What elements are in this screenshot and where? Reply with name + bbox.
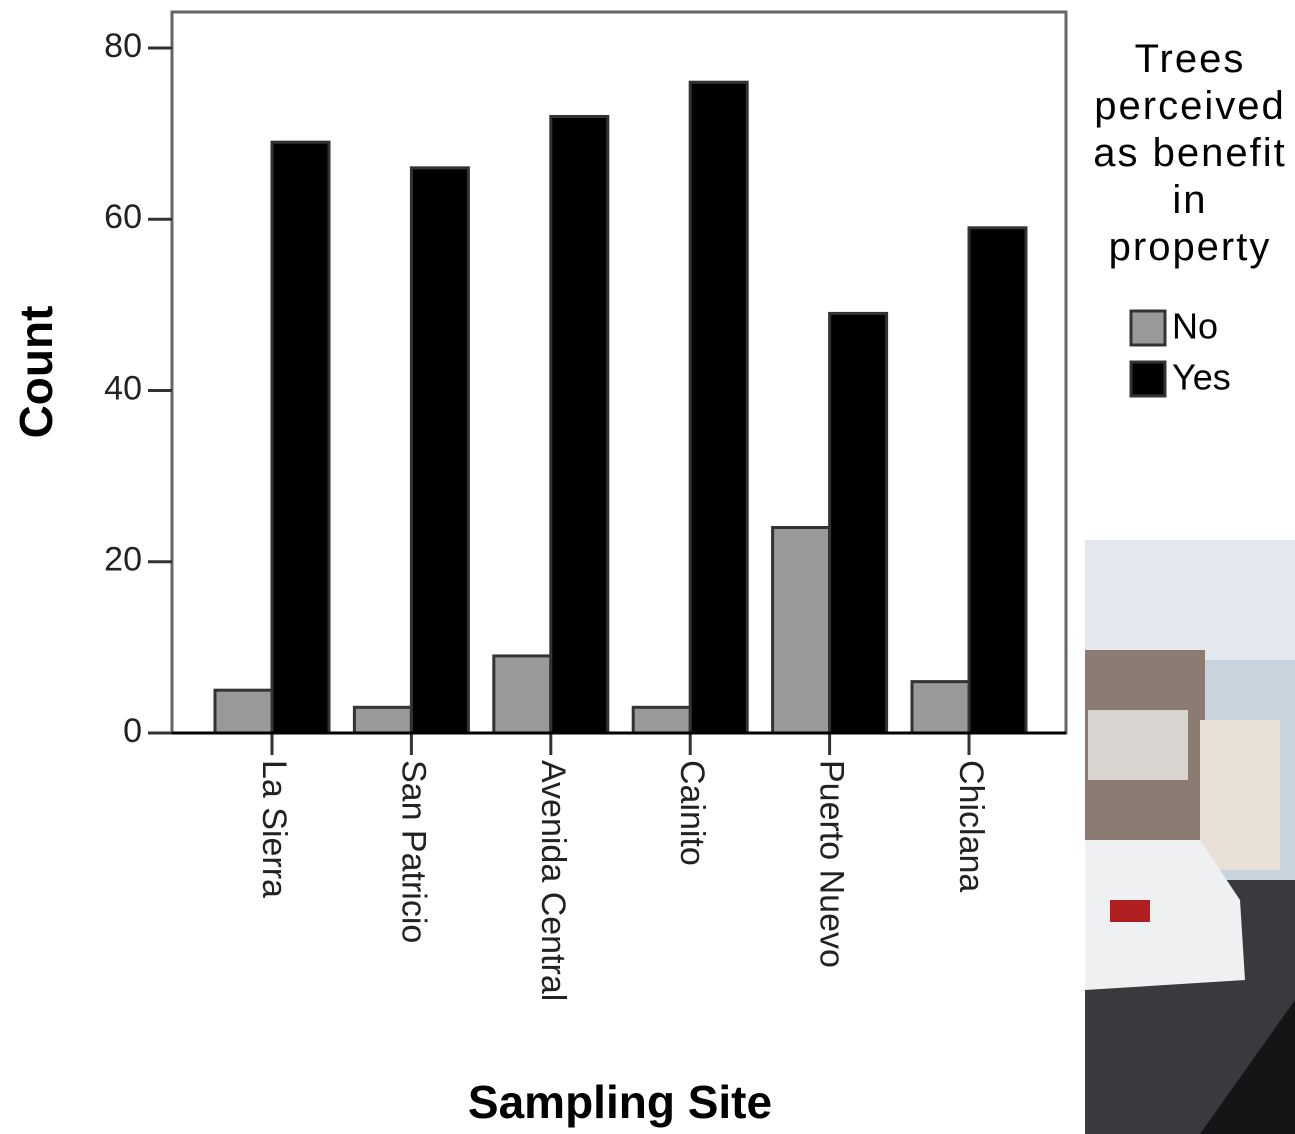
legend-title: Trees perceived as benefit in property [1085, 36, 1295, 271]
bar [354, 707, 411, 733]
y-tick-label: 80 [104, 27, 142, 65]
legend-swatch [1131, 311, 1165, 345]
legend-swatch [1131, 362, 1165, 396]
bar [690, 82, 747, 733]
bar [494, 656, 551, 733]
page: {"chart_data": {"type": "bar", "x_label"… [0, 0, 1295, 1134]
y-axis-title: Count [10, 306, 62, 439]
x-axis-title: Sampling Site [468, 1076, 772, 1128]
bar [215, 690, 272, 733]
bar [773, 527, 830, 733]
x-tick-label: Puerto Nuevo [813, 760, 851, 968]
bar [633, 707, 690, 733]
bar [912, 682, 969, 733]
x-tick-label: Chiclana [952, 760, 990, 892]
photo [1085, 540, 1295, 1134]
bar [272, 142, 329, 733]
x-tick-label: Avenida Central [534, 760, 572, 1001]
legend-label: Yes [1172, 357, 1231, 398]
bar [411, 168, 468, 733]
y-tick-label: 40 [104, 369, 142, 407]
bar [830, 313, 887, 733]
bar [551, 116, 608, 733]
y-tick-label: 0 [123, 712, 142, 750]
legend-label: No [1172, 306, 1218, 347]
y-tick-label: 60 [104, 198, 142, 236]
x-tick-label: La Sierra [255, 760, 293, 898]
x-tick-label: Cainito [673, 760, 711, 866]
x-tick-label: San Patricio [394, 760, 432, 943]
y-tick-label: 20 [104, 541, 142, 579]
bar [969, 228, 1026, 733]
